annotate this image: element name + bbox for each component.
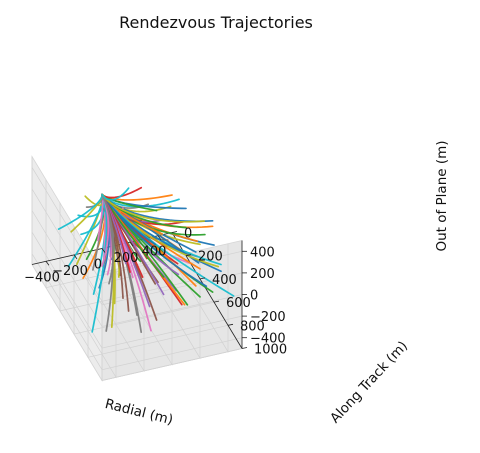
y-grid-line [45,179,187,289]
x-axis-label: Radial (m) [103,396,174,428]
y-tick-mark [171,231,178,233]
y-tick-label: 400 [212,273,237,288]
x-tick-label: −400 [24,270,60,285]
y-tick-label: 800 [240,319,265,334]
y-tick-mark [227,323,234,326]
trajectory-line [101,187,130,201]
y-tick-label: 200 [198,250,223,265]
trajectory-line [101,193,173,201]
z-tick-label: −400 [250,332,286,347]
y-tick-mark [185,254,192,257]
trajectory-line [101,193,208,288]
z-tick-label: 400 [250,245,275,260]
y-axis-label: Along Track (m) [327,338,411,426]
trajectory-line [101,193,165,278]
y-tick-label: 0 [184,227,192,242]
z-tick-label: 0 [250,289,258,304]
trajectory-line [80,193,106,236]
x-tick-mark [73,254,78,260]
y-tick-label: 600 [226,296,251,311]
y-grid-line [59,202,201,312]
x-tick-label: 400 [142,245,167,260]
y-grid-line [87,249,229,358]
x-tick-mark [101,248,106,253]
trajectory-line [96,193,104,242]
z-grid-line [31,210,243,327]
trajectory-line [101,193,115,285]
z-tick-label: −200 [250,310,286,325]
z-grid-line [31,167,243,284]
trajectory-line [101,193,110,267]
z-axis-label: Out of Plane (m) [434,140,450,251]
tick-labels: −400−200 0 200 40002004006008001000−400−200… [24,227,287,358]
x-tick-label: 200 [114,251,139,266]
trajectory-line [101,193,235,297]
y-tick-mark [241,347,248,349]
trajectory-line [101,193,157,246]
x-tick-mark [129,241,134,247]
z-grid-line [31,188,243,306]
trajectory-line [101,193,158,212]
x-tick-label: 0 [94,258,102,273]
z-grid-line [31,231,243,349]
trajectory-line [57,193,103,230]
trajectory-line [101,193,151,308]
x-tick-mark [45,261,50,266]
trajectory-line [101,193,206,223]
x-tick-mark [157,235,162,240]
y-tick-mark [199,277,206,280]
y-grid-line [73,226,215,335]
y-tick-mark [213,300,220,303]
trajectory-series [57,186,235,334]
y-grid-line [101,272,243,381]
x-tick-label: −200 [52,264,88,279]
chart-title: Rendezvous Trajectories [119,13,313,32]
z-grid-line [31,253,243,371]
z-tick-label: 200 [250,267,275,282]
y-tick-label: 1000 [254,343,287,358]
